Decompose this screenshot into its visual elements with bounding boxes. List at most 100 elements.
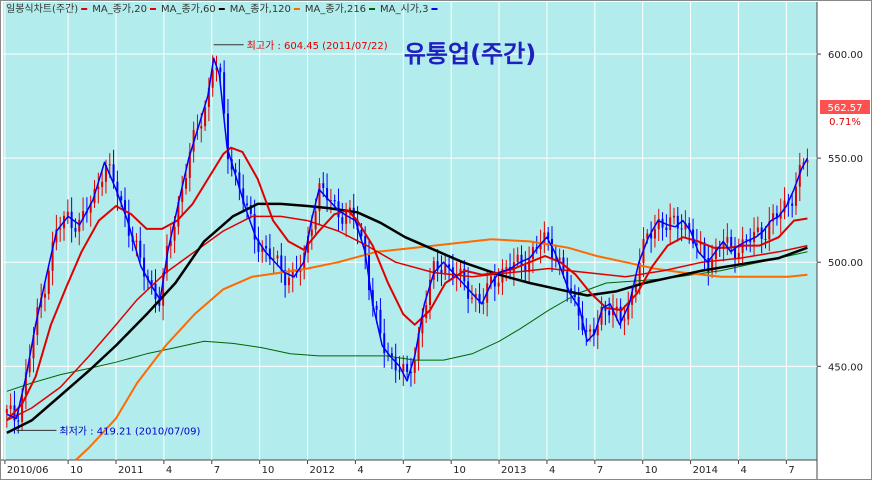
candle-up xyxy=(135,240,138,243)
candle-down xyxy=(242,188,245,204)
candle-up xyxy=(543,232,546,245)
candle-down xyxy=(268,248,271,260)
x-tick-label: 10 xyxy=(645,465,658,476)
candle-down xyxy=(749,239,752,243)
candle-down xyxy=(280,255,283,271)
candle-down xyxy=(253,213,256,240)
legend-item-label: 일봉식차트(주간) xyxy=(6,3,78,15)
candle-up xyxy=(516,254,519,263)
candle-up xyxy=(200,126,203,129)
candle-down xyxy=(608,310,611,316)
candle-down xyxy=(440,269,443,274)
candle-down xyxy=(143,257,146,277)
candle-down xyxy=(371,290,374,306)
plot-background xyxy=(3,2,817,460)
x-tick-label: 2014 xyxy=(693,465,718,476)
candle-down xyxy=(265,246,268,249)
candle-up xyxy=(672,215,675,218)
candle-down xyxy=(364,236,367,256)
candle-down xyxy=(124,200,127,214)
legend-item-label: MA_시가,3 xyxy=(380,3,428,15)
candle-up xyxy=(474,293,477,298)
candle-down xyxy=(257,239,260,252)
x-tick-label: 10 xyxy=(262,465,275,476)
candle-up xyxy=(24,372,27,395)
candle-up xyxy=(711,259,714,272)
candle-down xyxy=(520,254,523,266)
candle-up xyxy=(783,200,786,213)
candle-down xyxy=(665,227,668,231)
candle-down xyxy=(463,268,466,282)
candle-up xyxy=(310,229,313,236)
candle-down xyxy=(592,329,595,336)
candle-down xyxy=(226,113,229,160)
candle-up xyxy=(756,227,759,232)
candle-up xyxy=(505,267,508,269)
candle-down xyxy=(368,255,371,291)
x-tick-label: 7 xyxy=(788,465,794,476)
candle-down xyxy=(379,309,382,334)
candle-down xyxy=(585,330,588,332)
candle-up xyxy=(89,203,92,213)
candle-up xyxy=(794,186,797,206)
candle-up xyxy=(623,319,626,321)
candle-down xyxy=(695,243,698,245)
y-tick-label: 600.00 xyxy=(828,50,863,61)
candle-up xyxy=(287,277,290,286)
candle-up xyxy=(429,279,432,305)
candle-up xyxy=(28,358,31,373)
candle-down xyxy=(619,306,622,321)
candle-down xyxy=(356,219,359,230)
ma216-line xyxy=(75,238,808,461)
candle-down xyxy=(234,169,237,173)
candle-up xyxy=(66,211,69,216)
candle-down xyxy=(139,240,142,258)
candle-up xyxy=(314,211,317,230)
candle-up xyxy=(684,223,687,230)
candle-up xyxy=(806,160,809,163)
last-price-tag-box xyxy=(820,100,870,114)
candle-up xyxy=(798,165,801,187)
candle-down xyxy=(791,203,794,206)
candle-up xyxy=(318,183,321,212)
candle-down xyxy=(764,238,767,240)
x-tick-label: 4 xyxy=(740,465,746,476)
candle-down xyxy=(745,239,748,241)
candle-up xyxy=(600,306,603,325)
candle-down xyxy=(150,280,153,284)
candle-up xyxy=(722,242,725,249)
candle-up xyxy=(36,307,39,336)
candle-up xyxy=(51,242,54,271)
x-tick-label: 7 xyxy=(597,465,603,476)
candle-up xyxy=(589,329,592,332)
candle-down xyxy=(436,261,439,270)
candle-down xyxy=(284,270,287,286)
candle-down xyxy=(341,217,344,224)
candle-up xyxy=(657,218,660,230)
candle-up xyxy=(104,164,107,182)
y-tick-label: 550.00 xyxy=(828,154,863,165)
candle-down xyxy=(547,232,550,239)
candle-down xyxy=(246,203,249,206)
candle-up xyxy=(413,360,416,373)
candle-up xyxy=(345,211,348,224)
candle-up xyxy=(615,306,618,309)
candle-down xyxy=(775,213,778,219)
candle-up xyxy=(47,270,50,294)
candle-up xyxy=(329,199,332,201)
candle-up xyxy=(21,394,24,422)
candle-up xyxy=(162,272,165,306)
candle-down xyxy=(390,353,393,357)
candle-up xyxy=(470,297,473,299)
candle-down xyxy=(394,356,397,371)
candle-down xyxy=(566,271,569,289)
candle-up xyxy=(261,246,264,252)
last-price-tag: 562.57 0.71% xyxy=(820,100,870,128)
candle-down xyxy=(650,233,653,239)
candle-up xyxy=(82,211,85,220)
candle-up xyxy=(276,255,279,259)
candle-up xyxy=(402,363,405,372)
last-price-change: 0.71% xyxy=(829,117,861,128)
candle-up xyxy=(5,408,8,414)
candle-up xyxy=(78,219,81,232)
